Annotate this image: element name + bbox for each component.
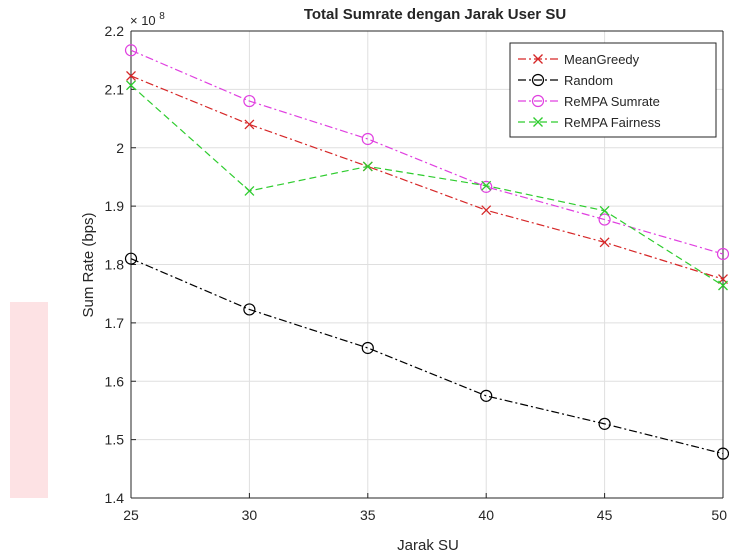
- x-tick-label: 30: [242, 507, 258, 523]
- y-tick-label: 1.7: [105, 315, 125, 331]
- data-point-rempa-fairness: [244, 185, 255, 196]
- series-rempa-fairness: [126, 80, 728, 291]
- legend-label: ReMPA Sumrate: [564, 94, 660, 109]
- x-tick-label: 25: [123, 507, 139, 523]
- x-tick-label: 45: [597, 507, 613, 523]
- marker-stroke: [599, 237, 610, 248]
- x-tick-label: 40: [478, 507, 494, 523]
- data-point-meangreedy: [599, 237, 610, 248]
- legend: MeanGreedy Random ReMPA Sumrate ReMPA Fairn…: [509, 42, 717, 138]
- legend-box: [509, 42, 717, 138]
- series-line-rempa-fairness: [130, 84, 724, 287]
- series-rempa-sumrate: [124, 44, 729, 261]
- data-point-random: [361, 341, 374, 355]
- marker-stroke: [599, 205, 610, 216]
- marker-stroke: [718, 280, 728, 291]
- marker-stroke: [126, 80, 136, 91]
- data-point-random: [598, 417, 611, 430]
- legend-entry-rempa-sumrate: ReMPA Sumrate: [518, 94, 660, 109]
- y-tick-label: 1.8: [105, 257, 125, 273]
- marker-stroke: [126, 70, 136, 81]
- marker-stroke: [244, 185, 255, 196]
- data-point-random: [243, 303, 256, 316]
- data-point-meangreedy: [244, 119, 255, 130]
- data-point-rempa-sumrate: [361, 132, 374, 146]
- data-point-meangreedy: [481, 205, 492, 216]
- legend-marker: [531, 94, 545, 108]
- marker-stroke: [533, 54, 543, 64]
- y-tick-label: 1.4: [105, 490, 125, 506]
- legend-entry-random: Random: [518, 73, 613, 88]
- data-point-rempa-sumrate: [480, 180, 493, 193]
- marker-stroke: [481, 180, 492, 191]
- legend-entry-meangreedy: MeanGreedy: [518, 52, 640, 67]
- legend-marker: [533, 54, 543, 64]
- data-point-random: [480, 389, 493, 402]
- series-line-random: [130, 258, 724, 455]
- marker-stroke: [481, 205, 492, 216]
- x-tick-label: 50: [711, 507, 727, 523]
- pink-background-bar: [10, 302, 48, 498]
- marker-stroke: [244, 119, 255, 130]
- data-point-meangreedy: [126, 70, 136, 81]
- data-point-rempa-fairness: [718, 280, 728, 291]
- x-tick-label: 35: [360, 507, 376, 523]
- data-point-rempa-sumrate: [598, 213, 611, 226]
- legend-label: Random: [564, 73, 613, 88]
- marker-stroke: [533, 117, 543, 127]
- data-point-rempa-fairness: [599, 205, 610, 216]
- y-exponent-base: × 10: [130, 13, 156, 28]
- data-point-rempa-fairness: [126, 80, 136, 91]
- legend-marker: [531, 73, 545, 87]
- y-axis-label: Sum Rate (bps): [80, 212, 97, 317]
- legend-marker: [533, 117, 543, 127]
- data-point-random: [124, 252, 138, 265]
- y-tick-label: 1.9: [105, 198, 125, 214]
- data-point-rempa-sumrate: [243, 94, 256, 108]
- y-tick-label: 1.5: [105, 432, 125, 448]
- legend-label: MeanGreedy: [564, 52, 640, 67]
- x-axis-label: Jarak SU: [397, 537, 459, 554]
- y-tick-label: 1.6: [105, 373, 125, 389]
- data-point-rempa-sumrate: [124, 44, 138, 57]
- axes: 25 30 35 40 45 50 1.4 1.5 1.6 1.7 1.8 1.9 2 2.1 2.2: [105, 23, 728, 523]
- legend-label: ReMPA Fairness: [564, 115, 661, 130]
- series-line-meangreedy: [130, 75, 724, 280]
- y-tick-label: 2: [116, 140, 124, 156]
- marker-stroke: [362, 161, 373, 172]
- y-tick-label: 2.2: [105, 23, 125, 39]
- series-lines: [124, 44, 729, 460]
- legend-entry-rempa-fairness: ReMPA Fairness: [518, 115, 661, 130]
- series-line-rempa-sumrate: [130, 49, 724, 255]
- y-exponent-power: 8: [159, 11, 165, 22]
- data-point-rempa-fairness: [362, 161, 373, 172]
- y-axis-exponent: × 10 8: [130, 11, 165, 28]
- y-tick-label: 2.1: [105, 81, 125, 97]
- data-point-rempa-fairness: [481, 180, 492, 191]
- chart-title: Total Sumrate dengan Jarak User SU: [304, 6, 566, 23]
